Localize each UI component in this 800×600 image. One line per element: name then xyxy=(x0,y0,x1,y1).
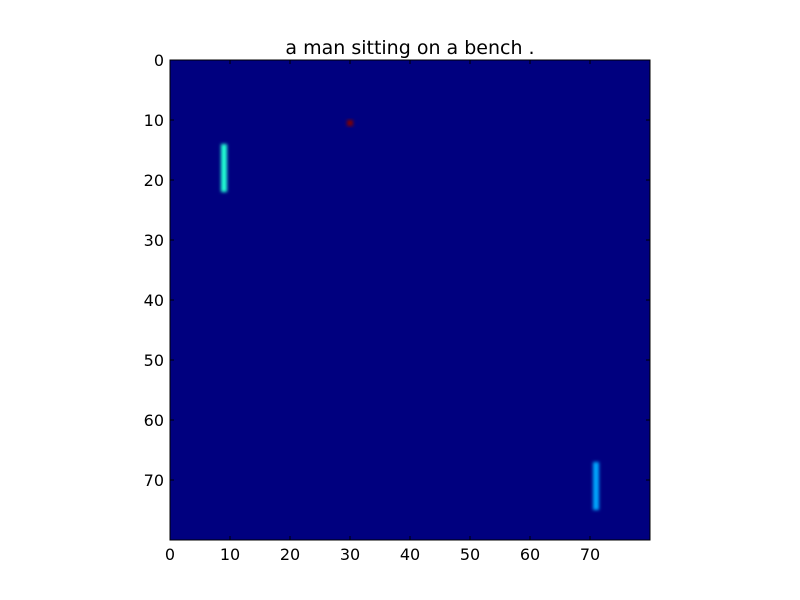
y-tick-label: 50 xyxy=(144,351,164,370)
x-tick-label: 10 xyxy=(220,545,240,564)
x-axis: 0 10 20 30 40 50 60 70 xyxy=(165,60,600,564)
cell-cyan xyxy=(221,144,227,192)
x-tick-label: 50 xyxy=(460,545,480,564)
heatmap-cells xyxy=(221,120,599,510)
cell-blue xyxy=(593,462,599,510)
heatmap-background xyxy=(170,60,650,540)
y-tick-label: 10 xyxy=(144,111,164,130)
x-tick-label: 40 xyxy=(400,545,420,564)
y-tick-label: 30 xyxy=(144,231,164,250)
x-tick-label: 30 xyxy=(340,545,360,564)
x-tick-label: 60 xyxy=(520,545,540,564)
y-axis: 0 10 20 30 40 50 60 70 xyxy=(144,51,650,490)
cell-darkred xyxy=(347,120,353,126)
y-tick-label: 70 xyxy=(144,471,164,490)
y-tick-label: 0 xyxy=(154,51,164,70)
chart-title: a man sitting on a bench . xyxy=(285,37,534,59)
x-tick-label: 20 xyxy=(280,545,300,564)
x-tick-label: 0 xyxy=(165,545,175,564)
y-tick-label: 40 xyxy=(144,291,164,310)
y-tick-label: 60 xyxy=(144,411,164,430)
x-tick-label: 70 xyxy=(580,545,600,564)
y-tick-label: 20 xyxy=(144,171,164,190)
